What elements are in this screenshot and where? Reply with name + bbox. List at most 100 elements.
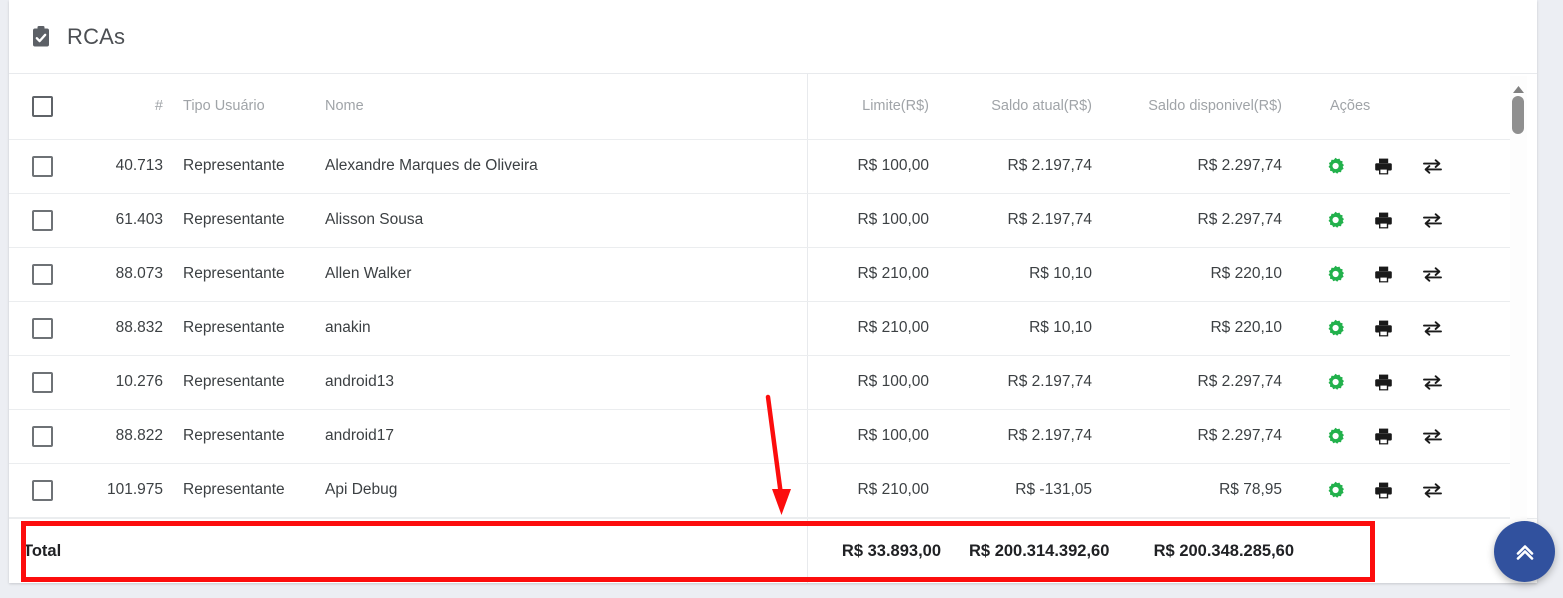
cell-saldo-disponivel: R$ 2.297,74 bbox=[1118, 355, 1308, 410]
total-acoes-spacer bbox=[1308, 519, 1522, 583]
card-header: RCAs bbox=[9, 0, 1537, 74]
row-select-cell bbox=[9, 409, 75, 464]
table-head: # Tipo Usuário Nome Limite(R$) Saldo atu… bbox=[9, 74, 1522, 140]
col-header-limite[interactable]: Limite(R$) bbox=[806, 74, 955, 140]
cell-num: 40.713 bbox=[75, 139, 169, 194]
row-select-cell bbox=[9, 193, 75, 248]
scrollbar-thumb[interactable] bbox=[1512, 96, 1524, 134]
total-limite: R$ 33.893,00 bbox=[806, 519, 956, 583]
transfer-icon[interactable] bbox=[1422, 319, 1443, 338]
cell-nome: Allen Walker bbox=[311, 247, 807, 302]
transfer-icon[interactable] bbox=[1422, 427, 1443, 446]
cell-saldo-disponivel: R$ 2.297,74 bbox=[1118, 139, 1308, 194]
cell-tipo: Representante bbox=[169, 139, 311, 194]
cell-num: 101.975 bbox=[75, 463, 169, 518]
row-select-cell bbox=[9, 247, 75, 302]
cell-acoes bbox=[1308, 301, 1522, 356]
row-checkbox[interactable] bbox=[31, 371, 53, 393]
table-scroll-region[interactable]: # Tipo Usuário Nome Limite(R$) Saldo atu… bbox=[9, 74, 1537, 583]
settings-gear-icon[interactable] bbox=[1326, 157, 1345, 176]
cell-tipo: Representante bbox=[169, 193, 311, 248]
vertical-scrollbar[interactable] bbox=[1510, 76, 1527, 583]
table-row[interactable]: 10.276 Representante android13 R$ 100,00 R$ … bbox=[9, 355, 1522, 410]
select-all-header bbox=[9, 74, 75, 140]
rcas-table: # Tipo Usuário Nome Limite(R$) Saldo atu… bbox=[9, 74, 1522, 518]
cell-saldo-atual: R$ -131,05 bbox=[955, 463, 1118, 518]
col-header-nome[interactable]: Nome bbox=[311, 74, 807, 140]
cell-num: 61.403 bbox=[75, 193, 169, 248]
total-saldo-atual: R$ 200.314.392,60 bbox=[969, 541, 1110, 560]
printer-icon[interactable] bbox=[1374, 427, 1393, 446]
cell-acoes bbox=[1308, 463, 1522, 518]
table-row[interactable]: 88.832 Representante anakin R$ 210,00 R$ 10,… bbox=[9, 301, 1522, 356]
cell-nome: Alexandre Marques de Oliveira bbox=[311, 139, 807, 194]
cell-num: 88.832 bbox=[75, 301, 169, 356]
cell-nome: android13 bbox=[311, 355, 807, 410]
total-saldo-disponivel: R$ 200.348.285,60 bbox=[1153, 541, 1295, 560]
col-header-saldo-atual[interactable]: Saldo atual(R$) bbox=[955, 74, 1118, 140]
transfer-icon[interactable] bbox=[1422, 481, 1443, 500]
printer-icon[interactable] bbox=[1374, 265, 1393, 284]
transfer-icon[interactable] bbox=[1422, 373, 1443, 392]
caret-up-icon[interactable] bbox=[1512, 81, 1525, 93]
scroll-to-top-button[interactable] bbox=[1494, 521, 1555, 582]
table-row[interactable]: 101.975 Representante Api Debug R$ 210,00 R$… bbox=[9, 463, 1522, 518]
transfer-icon[interactable] bbox=[1422, 265, 1443, 284]
header-row: # Tipo Usuário Nome Limite(R$) Saldo atu… bbox=[9, 74, 1522, 140]
cell-saldo-disponivel: R$ 220,10 bbox=[1118, 247, 1308, 302]
printer-icon[interactable] bbox=[1374, 211, 1393, 230]
cell-saldo-atual: R$ 2.197,74 bbox=[955, 355, 1118, 410]
printer-icon[interactable] bbox=[1374, 319, 1393, 338]
cell-nome: android17 bbox=[311, 409, 807, 464]
printer-icon[interactable] bbox=[1374, 157, 1393, 176]
settings-gear-icon[interactable] bbox=[1326, 481, 1345, 500]
row-checkbox[interactable] bbox=[31, 425, 53, 447]
settings-gear-icon[interactable] bbox=[1326, 265, 1345, 284]
select-all-checkbox[interactable] bbox=[31, 95, 53, 117]
col-header-saldo-disponivel[interactable]: Saldo disponivel(R$) bbox=[1118, 74, 1308, 140]
settings-gear-icon[interactable] bbox=[1326, 427, 1345, 446]
settings-gear-icon[interactable] bbox=[1326, 319, 1345, 338]
cell-saldo-disponivel: R$ 220,10 bbox=[1118, 301, 1308, 356]
row-checkbox[interactable] bbox=[31, 155, 53, 177]
settings-gear-icon[interactable] bbox=[1326, 373, 1345, 392]
settings-gear-icon[interactable] bbox=[1326, 211, 1345, 230]
total-strip: Total R$ 33.893,00 R$ 200.314.392,60 R$ … bbox=[9, 518, 1537, 583]
row-checkbox[interactable] bbox=[31, 263, 53, 285]
cell-saldo-disponivel: R$ 2.297,74 bbox=[1118, 193, 1308, 248]
row-select-cell bbox=[9, 139, 75, 194]
cell-acoes bbox=[1308, 409, 1522, 464]
cell-tipo: Representante bbox=[169, 355, 311, 410]
cell-limite: R$ 100,00 bbox=[806, 139, 955, 194]
cell-saldo-atual: R$ 2.197,74 bbox=[955, 139, 1118, 194]
table-row[interactable]: 88.822 Representante android17 R$ 100,00 R$ … bbox=[9, 409, 1522, 464]
cell-tipo: Representante bbox=[169, 247, 311, 302]
total-row: Total R$ 33.893,00 R$ 200.314.392,60 R$ … bbox=[9, 519, 1522, 583]
table-row[interactable]: 88.073 Representante Allen Walker R$ 210,00… bbox=[9, 247, 1522, 302]
col-header-tipo[interactable]: Tipo Usuário bbox=[169, 74, 311, 140]
transfer-icon[interactable] bbox=[1422, 157, 1443, 176]
cell-tipo: Representante bbox=[169, 409, 311, 464]
cell-saldo-atual: R$ 10,10 bbox=[955, 301, 1118, 356]
transfer-icon[interactable] bbox=[1422, 211, 1443, 230]
total-label: Total bbox=[23, 541, 62, 560]
cell-limite: R$ 100,00 bbox=[806, 409, 955, 464]
table-row[interactable]: 61.403 Representante Alisson Sousa R$ 100,0… bbox=[9, 193, 1522, 248]
row-checkbox[interactable] bbox=[31, 479, 53, 501]
row-checkbox[interactable] bbox=[31, 317, 53, 339]
printer-icon[interactable] bbox=[1374, 481, 1393, 500]
cell-limite: R$ 210,00 bbox=[806, 247, 955, 302]
cell-nome: Alisson Sousa bbox=[311, 193, 807, 248]
row-checkbox[interactable] bbox=[31, 209, 53, 231]
cell-tipo: Representante bbox=[169, 463, 311, 518]
cell-nome: Api Debug bbox=[311, 463, 807, 518]
cell-num: 88.073 bbox=[75, 247, 169, 302]
total-table: Total R$ 33.893,00 R$ 200.314.392,60 R$ … bbox=[9, 519, 1522, 583]
row-select-cell bbox=[9, 463, 75, 518]
printer-icon[interactable] bbox=[1374, 373, 1393, 392]
table-row[interactable]: 40.713 Representante Alexandre Marques de … bbox=[9, 139, 1522, 194]
rcas-card: RCAs # Tipo Usuário Nome Lim bbox=[9, 0, 1537, 583]
col-header-num[interactable]: # bbox=[75, 74, 169, 140]
cell-limite: R$ 100,00 bbox=[806, 193, 955, 248]
cell-limite: R$ 210,00 bbox=[806, 301, 955, 356]
